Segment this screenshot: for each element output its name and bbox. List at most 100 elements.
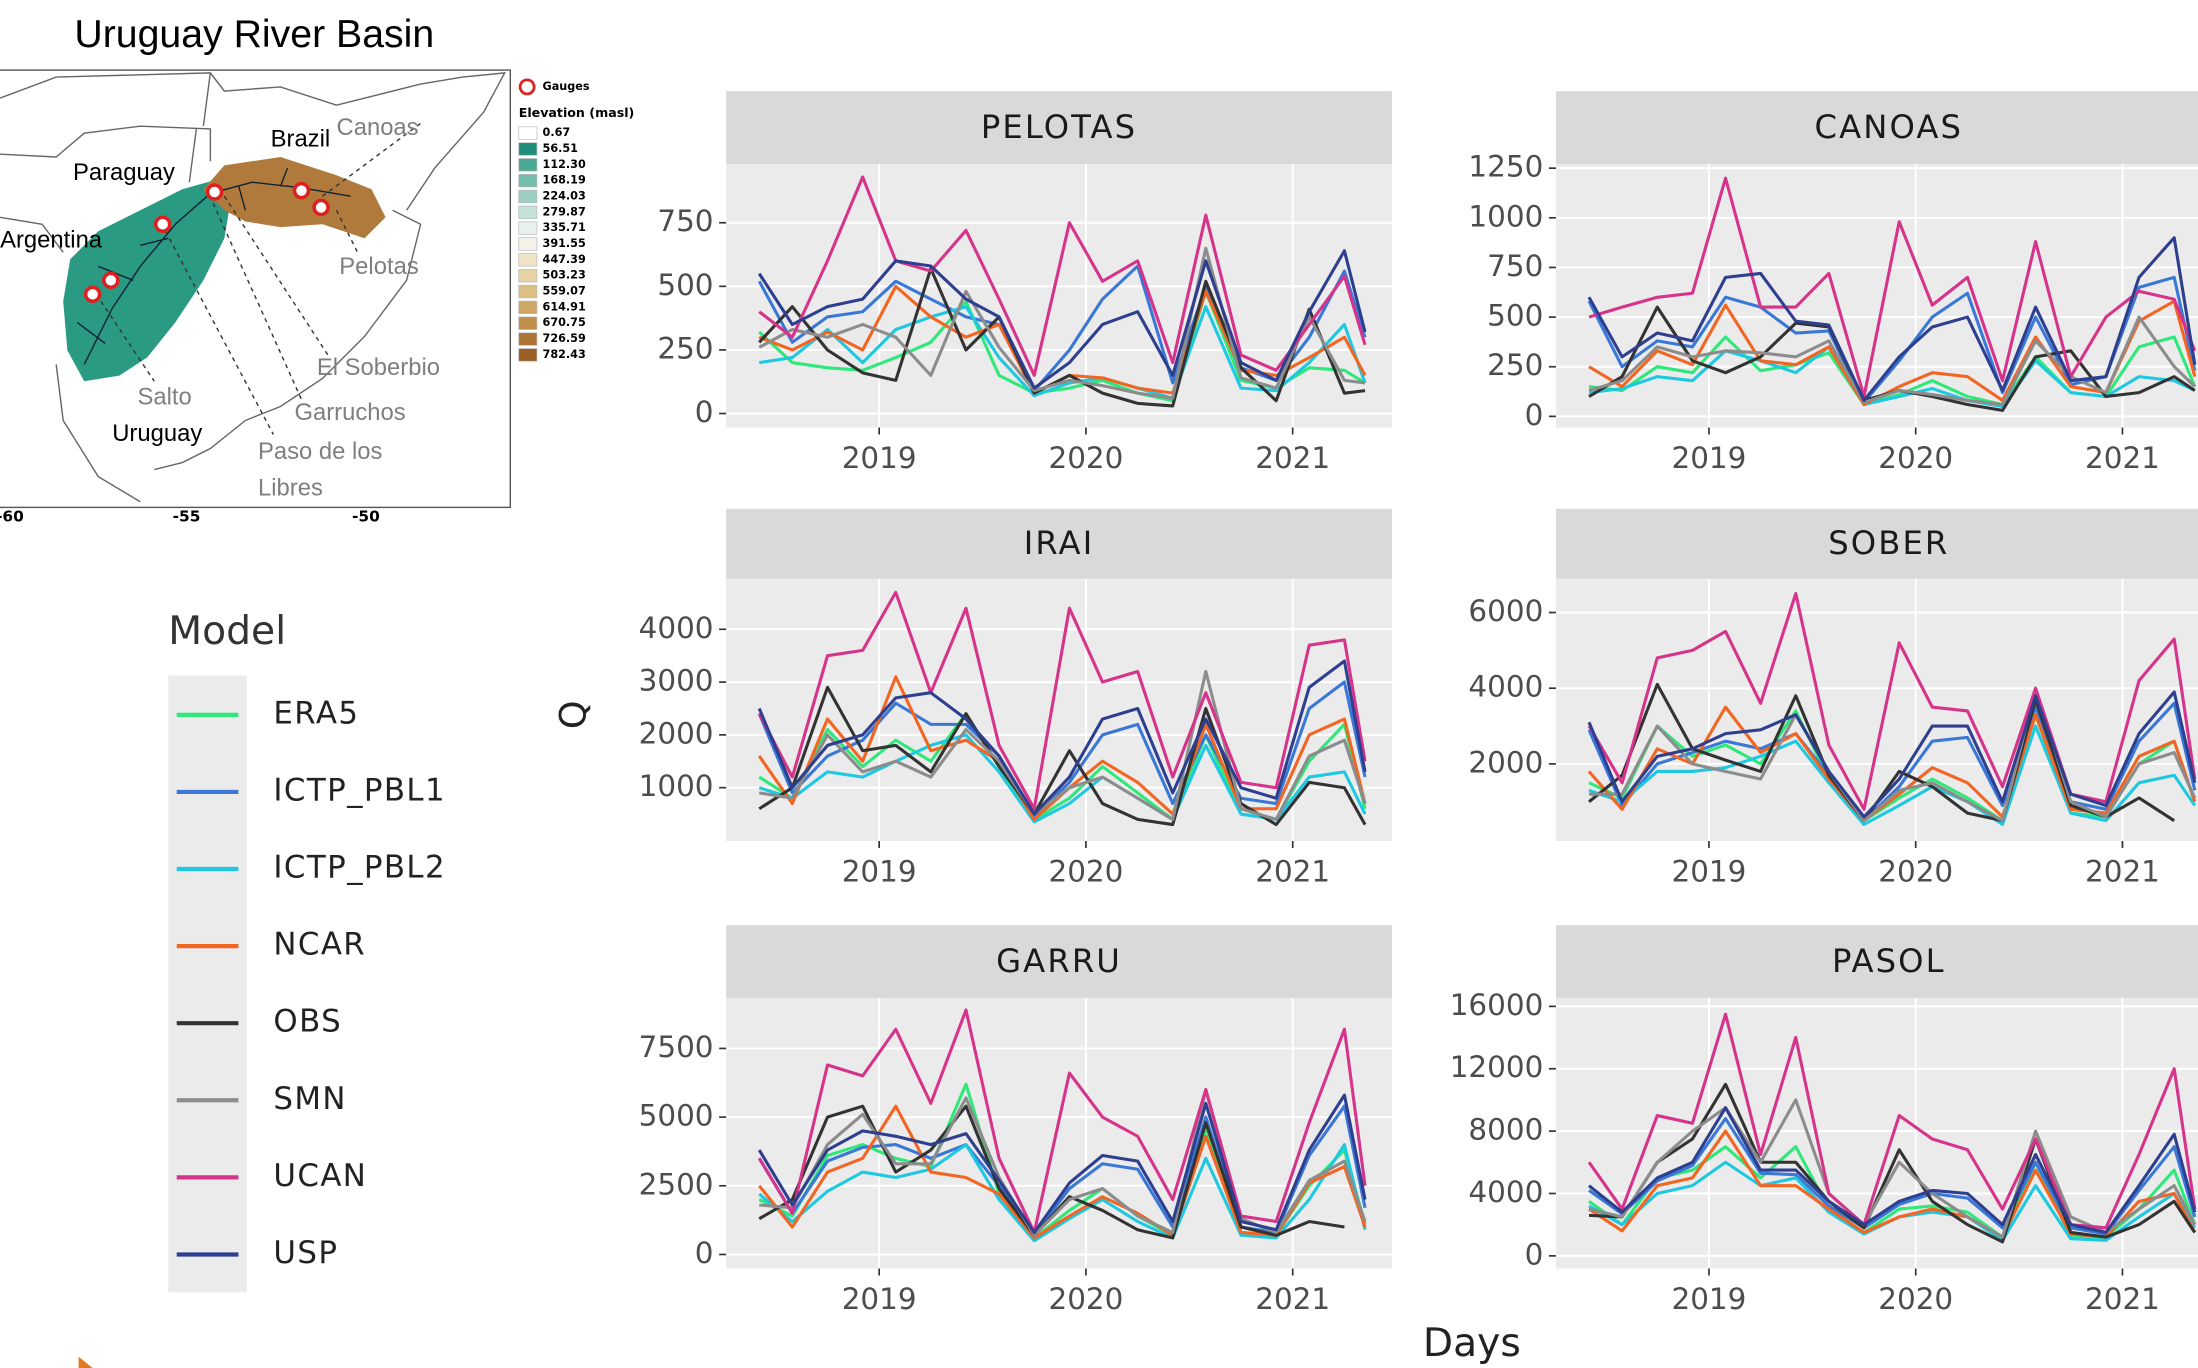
longitude-label: -55 <box>173 508 201 526</box>
y-tick-label: 3000 <box>639 664 714 698</box>
elevation-label: 670.75 <box>543 316 586 329</box>
elevation-swatch <box>519 269 537 282</box>
legend-label: ICTP_PBL2 <box>273 850 446 886</box>
y-tick-label: 500 <box>657 268 713 302</box>
map-label: El Soberbio <box>317 354 440 381</box>
y-tick-label: 7500 <box>639 1030 714 1064</box>
y-tick-label: 0 <box>1525 1237 1544 1271</box>
y-tick-label: 2000 <box>1468 745 1543 779</box>
map: Brazil Canoas Paraguay Argentina Pelotas… <box>0 70 634 507</box>
panel-title: IRAI <box>1024 524 1095 562</box>
elevation-label: 224.03 <box>543 190 586 203</box>
elevation-label: 335.71 <box>543 221 586 234</box>
y-tick-label: 2000 <box>639 716 714 750</box>
map-label: Uruguay <box>112 420 202 447</box>
y-tick-label: 0 <box>695 1236 714 1270</box>
x-tick-label: 2019 <box>842 441 917 475</box>
legend-label: ERA5 <box>273 695 359 731</box>
elevation-swatch <box>519 349 537 362</box>
gauge-legend-label: Gauges <box>543 80 590 93</box>
x-tick-label: 2020 <box>1048 441 1123 475</box>
y-tick-label: 5000 <box>639 1099 714 1133</box>
x-tick-label: 2021 <box>1255 855 1330 889</box>
map-label: Pelotas <box>339 253 419 280</box>
y-tick-label: 1000 <box>1468 199 1543 233</box>
elevation-label: 447.39 <box>543 253 586 266</box>
x-tick-label: 2020 <box>1878 855 1953 889</box>
elevation-swatch <box>519 317 537 330</box>
map-label: Argentina <box>0 226 103 253</box>
x-tick-label: 2020 <box>1048 855 1123 889</box>
x-tick-label: 2019 <box>842 855 917 889</box>
panel-title: CANOAS <box>1815 108 1964 146</box>
elevation-label: 112.30 <box>543 158 586 171</box>
map-label: Libres <box>258 474 323 501</box>
map-label: Brazil <box>271 125 331 152</box>
legend-key-background <box>168 676 246 1293</box>
elevation-swatch <box>519 222 537 235</box>
elevation-swatch <box>519 206 537 219</box>
elevation-swatch <box>519 174 537 187</box>
x-tick-label: 2019 <box>1671 1282 1746 1316</box>
x-tick-label: 2021 <box>1255 441 1330 475</box>
y-tick-label: 2500 <box>639 1167 714 1201</box>
x-tick-label: 2019 <box>1671 441 1746 475</box>
y-tick-label: 250 <box>1487 348 1543 382</box>
legend-title: Model <box>168 609 286 654</box>
map-label: Canoas <box>337 114 419 141</box>
map-label: Garruchos <box>294 399 405 426</box>
y-tick-label: 1250 <box>1468 150 1543 184</box>
panel-title: SOBER <box>1828 524 1949 562</box>
elevation-label: 279.87 <box>543 205 586 218</box>
gauge-legend-marker <box>520 80 534 94</box>
x-tick-label: 2021 <box>2085 441 2160 475</box>
x-tick-label: 2020 <box>1878 441 1953 475</box>
x-tick-label: 2020 <box>1048 1282 1123 1316</box>
decoration <box>79 1357 93 1368</box>
legend-label: NCAR <box>273 927 366 963</box>
figure: Uruguay River Basin Brazil Canoas Paragu… <box>0 0 2198 1368</box>
legend-label: ICTP_PBL1 <box>273 772 446 808</box>
map-label: Paso de los <box>258 438 383 465</box>
panel-title: PASOL <box>1832 942 1946 980</box>
elevation-swatch <box>519 159 537 172</box>
y-tick-label: 4000 <box>1468 1175 1543 1209</box>
elevation-swatch <box>519 127 537 140</box>
longitude-label: -50 <box>352 508 380 526</box>
y-tick-label: 4000 <box>639 611 714 645</box>
legend-label: UCAN <box>273 1158 367 1194</box>
x-tick-label: 2021 <box>1255 1282 1330 1316</box>
elevation-label: 503.23 <box>543 269 586 282</box>
elevation-label: 782.43 <box>543 348 586 361</box>
x-tick-label: 2020 <box>1878 1282 1953 1316</box>
y-tick-label: 0 <box>695 395 714 429</box>
longitude-label: -60 <box>0 508 24 526</box>
elevation-label: 0.67 <box>543 126 571 139</box>
y-tick-label: 4000 <box>1468 670 1543 704</box>
x-axis-title: Days <box>1423 1321 1521 1366</box>
x-tick-label: 2021 <box>2085 855 2160 889</box>
y-tick-label: 250 <box>657 331 713 365</box>
elevation-swatch <box>519 190 537 203</box>
panel-title: GARRU <box>996 942 1122 980</box>
y-tick-label: 12000 <box>1450 1050 1544 1084</box>
y-tick-label: 8000 <box>1468 1113 1543 1147</box>
elevation-label: 559.07 <box>543 285 586 298</box>
elevation-swatch <box>519 238 537 251</box>
elevation-label: 56.51 <box>543 142 579 155</box>
y-axis-title: Q <box>551 700 594 729</box>
elevation-label: 726.59 <box>543 332 586 345</box>
x-tick-label: 2021 <box>2085 1282 2160 1316</box>
x-tick-label: 2019 <box>1671 855 1746 889</box>
x-tick-label: 2019 <box>842 1282 917 1316</box>
map-title: Uruguay River Basin <box>74 12 434 56</box>
elevation-swatch <box>519 254 537 267</box>
elevation-label: 391.55 <box>543 237 586 250</box>
legend-label: USP <box>273 1235 338 1271</box>
y-tick-label: 1000 <box>639 769 714 803</box>
elevation-swatch <box>519 333 537 346</box>
y-tick-label: 6000 <box>1468 594 1543 628</box>
elevation-label: 614.91 <box>543 300 586 313</box>
elevation-label: 168.19 <box>543 174 586 187</box>
legend-label: SMN <box>273 1081 346 1117</box>
